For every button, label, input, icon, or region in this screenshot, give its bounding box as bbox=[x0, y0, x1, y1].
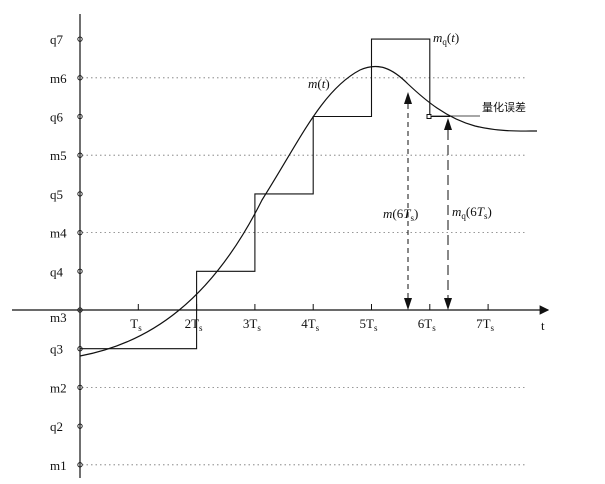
level-label-m4: m4 bbox=[50, 226, 67, 241]
level-label-q5: q5 bbox=[50, 187, 63, 202]
time-tick-label-1: Ts bbox=[130, 316, 142, 333]
level-label-m1: m1 bbox=[50, 458, 67, 473]
level-label-m2: m2 bbox=[50, 380, 67, 395]
time-tick-label-4: 4Ts bbox=[301, 316, 319, 333]
quantized-sample-arrow bbox=[444, 118, 452, 310]
time-tick-label-3: 3Ts bbox=[243, 316, 261, 333]
level-label-m3: m3 bbox=[50, 310, 67, 325]
time-axis-label: t bbox=[541, 318, 545, 333]
quantized-signal-label: mq(t) bbox=[433, 30, 459, 47]
level-label-m5: m5 bbox=[50, 148, 67, 163]
time-tick-label-6: 6Ts bbox=[418, 316, 436, 333]
level-label-q6: q6 bbox=[50, 110, 64, 125]
level-label-m6: m6 bbox=[50, 71, 67, 86]
analog-signal-curve bbox=[79, 65, 538, 357]
level-label-q2: q2 bbox=[50, 419, 63, 434]
time-ticks: Ts 2Ts 3Ts 4Ts 5Ts 6Ts 7Ts bbox=[130, 304, 495, 333]
level-gridlines bbox=[82, 77, 525, 466]
analog-signal-label: m(t) bbox=[308, 76, 330, 91]
quantized-sample-label: mq(6Ts) bbox=[452, 204, 492, 221]
time-tick-label-2: 2Ts bbox=[185, 316, 203, 333]
level-label-q7: q7 bbox=[50, 32, 64, 47]
analog-sample-arrow bbox=[404, 92, 412, 310]
analog-sample-label: m(6Ts) bbox=[383, 206, 418, 223]
quantized-signal-staircase bbox=[80, 38, 451, 350]
level-label-q4: q4 bbox=[50, 264, 64, 279]
time-tick-label-5: 5Ts bbox=[360, 316, 378, 333]
level-labels: q7 m6 q6 m5 q5 m4 q4 m3 q3 m2 q2 m1 bbox=[50, 32, 83, 473]
sample-point-marker bbox=[426, 114, 432, 119]
time-tick-label-7: 7Ts bbox=[476, 316, 494, 333]
quantization-error-label: 量化误差 bbox=[482, 100, 526, 114]
level-label-q3: q3 bbox=[50, 342, 63, 357]
